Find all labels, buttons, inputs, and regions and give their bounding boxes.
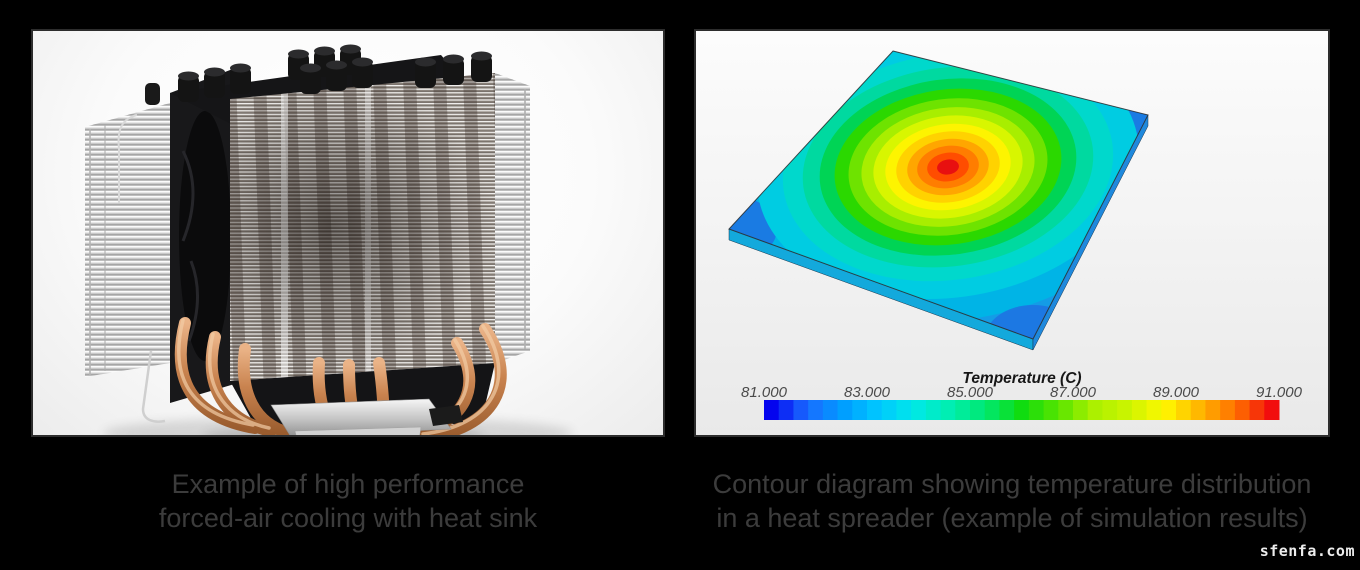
heatsink-photo-panel (31, 29, 665, 437)
colorbar-segment (1117, 400, 1133, 420)
colorbar-segment (1249, 400, 1265, 420)
left-caption-line1: Example of high performance (171, 469, 525, 499)
watermark: sfenfa.com (1259, 542, 1355, 560)
mounting-bracket (429, 405, 463, 426)
colorbar-tick-label: 89.000 (1153, 384, 1200, 401)
colorbar-segment (1146, 400, 1162, 420)
colorbar-segment (1161, 400, 1177, 420)
colorbar-segment (925, 400, 942, 420)
colorbar-segment (999, 400, 1015, 420)
colorbar-segment (1205, 400, 1221, 420)
colorbar-tick-label: 85.000 (947, 384, 994, 401)
colorbar-segment (793, 400, 809, 420)
contour-plot-svg: Temperature (C) 81.000 83.000 85.000 87.000 8… (728, 50, 1303, 420)
colorbar-tick-label: 91.000 (1256, 384, 1303, 401)
left-caption-line2: forced-air cooling with heat sink (158, 503, 538, 533)
colorbar-segment (896, 400, 912, 420)
right-caption-line2: in a heat spreader (example of simulatio… (716, 503, 1308, 533)
colorbar-tick-label: 81.000 (741, 384, 788, 401)
colorbar-segment (1102, 400, 1118, 420)
colorbar-segment (764, 400, 780, 420)
base-plate (270, 398, 463, 435)
colorbar-segment (1131, 400, 1148, 420)
colorbar-segment (1264, 400, 1280, 420)
contour-rings (729, 51, 1148, 339)
colorbar-segment (911, 400, 927, 420)
colorbar-title: Temperature (C) (962, 370, 1081, 387)
colorbar-tick-label: 83.000 (844, 384, 891, 401)
colorbar-segment (852, 400, 868, 420)
contour-ring (937, 159, 959, 175)
colorbar-segment (970, 400, 986, 420)
colorbar-tick-label: 87.000 (1050, 384, 1097, 401)
colorbar-segment (1043, 400, 1059, 420)
colorbar-segment (1087, 400, 1103, 420)
fin-stack-left (85, 83, 170, 377)
heatsink-illustration (85, 44, 573, 435)
colorbar-segment (1058, 400, 1074, 420)
colorbar-segment (778, 400, 794, 420)
colorbar-segment (984, 400, 1000, 420)
colorbar-segment (1234, 400, 1251, 420)
colorbar-segment (1073, 400, 1089, 420)
colorbar-segment (940, 400, 956, 420)
colorbar-segment (1190, 400, 1206, 420)
fin-stack-right-edge (495, 73, 530, 363)
plate-outline (728, 50, 1149, 340)
mounting-wire (141, 350, 166, 423)
contour-plot-panel: Temperature (C) 81.000 83.000 85.000 87.000 8… (694, 29, 1330, 437)
right-caption: Contour diagram showing temperature dist… (664, 467, 1360, 535)
colorbar-segment (808, 400, 824, 420)
heat-pipe-caps (178, 44, 492, 102)
colorbar-segment (837, 400, 853, 420)
colorbar-segment (1014, 400, 1030, 420)
colorbar-segment (881, 400, 897, 420)
fin-stack-main (230, 73, 495, 381)
colorbar-segment (955, 400, 971, 420)
colorbar-segment (1220, 400, 1236, 420)
heat-pipe-cap (145, 83, 160, 105)
colorbar-segment (867, 400, 883, 420)
colorbar-segment (1176, 400, 1192, 420)
right-caption-line1: Contour diagram showing temperature dist… (712, 469, 1312, 499)
colorbar-segment (1028, 400, 1045, 420)
fan-clip-wire (117, 114, 138, 203)
colorbar-segment (822, 400, 839, 420)
left-caption: Example of high performance forced-air c… (31, 467, 665, 535)
